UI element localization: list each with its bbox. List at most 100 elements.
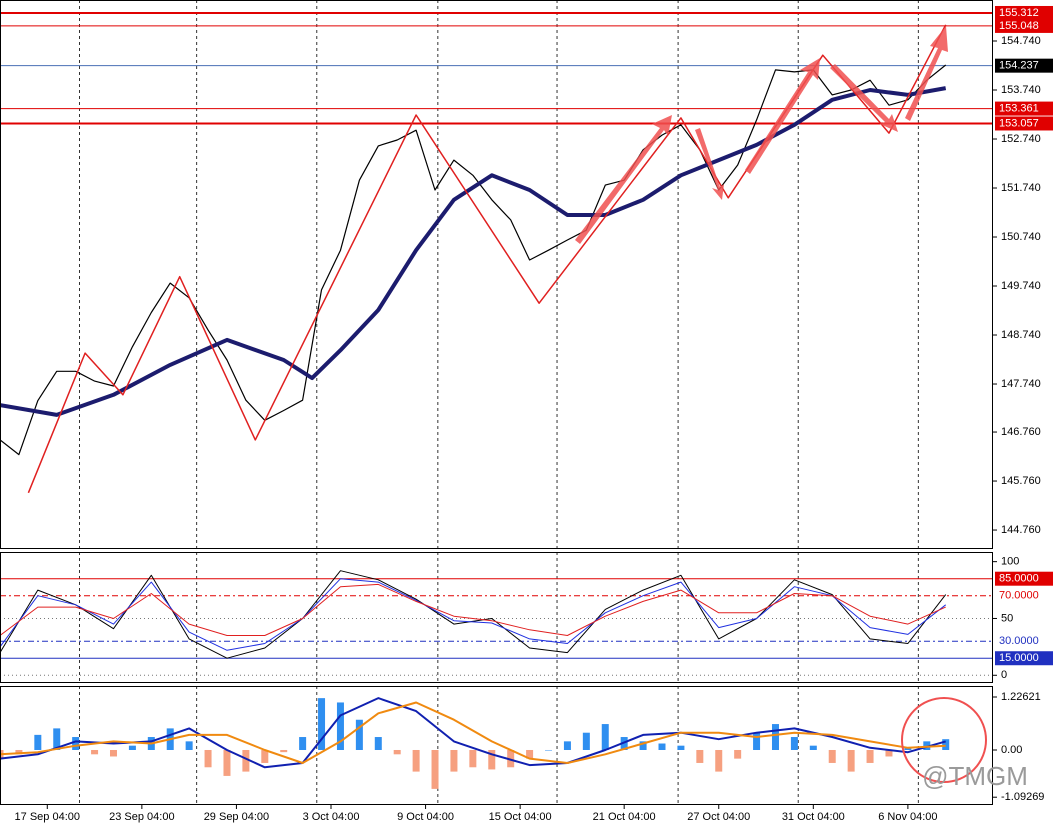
level-label-box: [995, 651, 1053, 666]
x-tick-label: 21 Oct 04:00: [593, 811, 656, 823]
histogram-bar: [128, 745, 136, 750]
histogram-bar: [242, 749, 250, 772]
histogram-bar: [526, 749, 534, 759]
histogram-bar: [923, 741, 931, 750]
x-tick-label: 31 Oct 04:00: [782, 811, 845, 823]
histogram-bar: [469, 749, 477, 768]
series-line: [0, 697, 946, 769]
series-line: [0, 583, 946, 636]
series-line: [0, 86, 947, 417]
x-tick-label: 6 Nov 04:00: [878, 811, 937, 823]
x-tick-label: 27 Oct 04:00: [687, 811, 750, 823]
price-label-box: [995, 5, 1053, 20]
histogram-bar: [563, 741, 571, 750]
histogram-bar: [109, 749, 117, 757]
histogram-bar: [696, 749, 704, 763]
x-tick-label: 29 Sep 04:00: [204, 811, 269, 823]
panel-frame: [0, 686, 993, 805]
level-label-box: [995, 571, 1053, 586]
histogram-bar: [809, 745, 817, 750]
histogram-bar: [355, 719, 363, 750]
series-line: [0, 570, 947, 659]
y-tick-label: -1.09269: [1001, 791, 1044, 803]
histogram-bar: [866, 749, 874, 763]
x-tick-label: 23 Sep 04:00: [109, 811, 174, 823]
x-tick-label: 3 Oct 04:00: [303, 811, 360, 823]
histogram-bar: [450, 749, 458, 772]
histogram-bar: [582, 732, 590, 750]
y-tick-label: 153.740: [1001, 84, 1041, 96]
y-tick-label: 146.760: [1001, 426, 1041, 438]
y-tick-label: 145.760: [1001, 475, 1041, 487]
histogram-bar: [261, 749, 269, 763]
histogram-bar: [280, 749, 288, 753]
series-line: [0, 578, 947, 651]
panel-frame: [0, 552, 993, 683]
histogram-bar: [412, 749, 420, 772]
histogram-bar: [639, 741, 647, 750]
histogram-bar: [658, 743, 666, 750]
y-tick-label: 151.740: [1001, 182, 1041, 194]
histogram-bar: [318, 698, 326, 750]
level-label: 30.0000: [999, 635, 1039, 647]
y-tick-label: 150.740: [1001, 231, 1041, 243]
arrow: [905, 26, 948, 121]
arrow: [745, 58, 820, 174]
y-tick-label: 0.00: [1001, 744, 1022, 756]
x-tick-label: 15 Oct 04:00: [489, 811, 552, 823]
annotations: [575, 26, 987, 783]
y-tick-label: 1.22621: [1001, 691, 1041, 703]
histogram-bar: [15, 749, 23, 755]
level-label: 70.0000: [999, 590, 1039, 602]
histogram-bar: [204, 749, 212, 768]
histogram-bar: [601, 724, 609, 750]
y-tick-label: 152.740: [1001, 133, 1041, 145]
arrow: [575, 115, 672, 244]
price-level-label: 153.057: [999, 117, 1039, 129]
histogram-bar: [677, 745, 685, 750]
y-tick-label: 0: [1001, 669, 1007, 681]
histogram-bar: [34, 734, 42, 750]
highlight-circle: [901, 697, 987, 783]
histogram-bar: [299, 737, 307, 750]
price-label-box: [995, 18, 1053, 33]
histogram-bar: [904, 747, 912, 750]
histogram-bar: [431, 749, 439, 789]
histogram-bar: [847, 749, 855, 772]
y-tick-label: 148.740: [1001, 329, 1041, 341]
level-label: 85.0000: [999, 573, 1039, 585]
histogram-bar: [753, 732, 761, 750]
histogram-bar: [790, 737, 798, 750]
price-level-label: 153.361: [999, 102, 1039, 114]
histogram-bar: [734, 749, 742, 759]
series-line: [0, 701, 946, 764]
price-label-box: [995, 101, 1053, 116]
histogram-bar: [374, 737, 382, 750]
arrow: [695, 128, 724, 200]
histogram-bar: [91, 749, 99, 755]
level-label: 15.0000: [999, 652, 1039, 664]
y-tick-label: 147.740: [1001, 378, 1041, 390]
x-tick-label: 9 Oct 04:00: [397, 811, 454, 823]
y-tick-label: 154.740: [1001, 35, 1041, 47]
histogram-bar: [488, 749, 496, 770]
x-tick-label: 17 Sep 04:00: [15, 811, 80, 823]
arrow: [830, 64, 898, 132]
histogram-bar: [72, 737, 80, 750]
price-label-box: [995, 116, 1053, 131]
histogram-bar: [828, 749, 836, 763]
histogram-bar: [507, 749, 515, 768]
price-level-label: 155.048: [999, 20, 1039, 32]
y-tick-label: 144.760: [1001, 524, 1041, 536]
histogram-bar: [885, 749, 893, 757]
histogram-bar: [942, 739, 950, 750]
series-line: [0, 64, 947, 456]
histogram-bar: [336, 702, 344, 750]
watermark: @TMGM: [922, 761, 1028, 791]
y-tick-label: 149.740: [1001, 280, 1041, 292]
histogram-bar: [185, 741, 193, 750]
histogram-bar: [771, 724, 779, 750]
